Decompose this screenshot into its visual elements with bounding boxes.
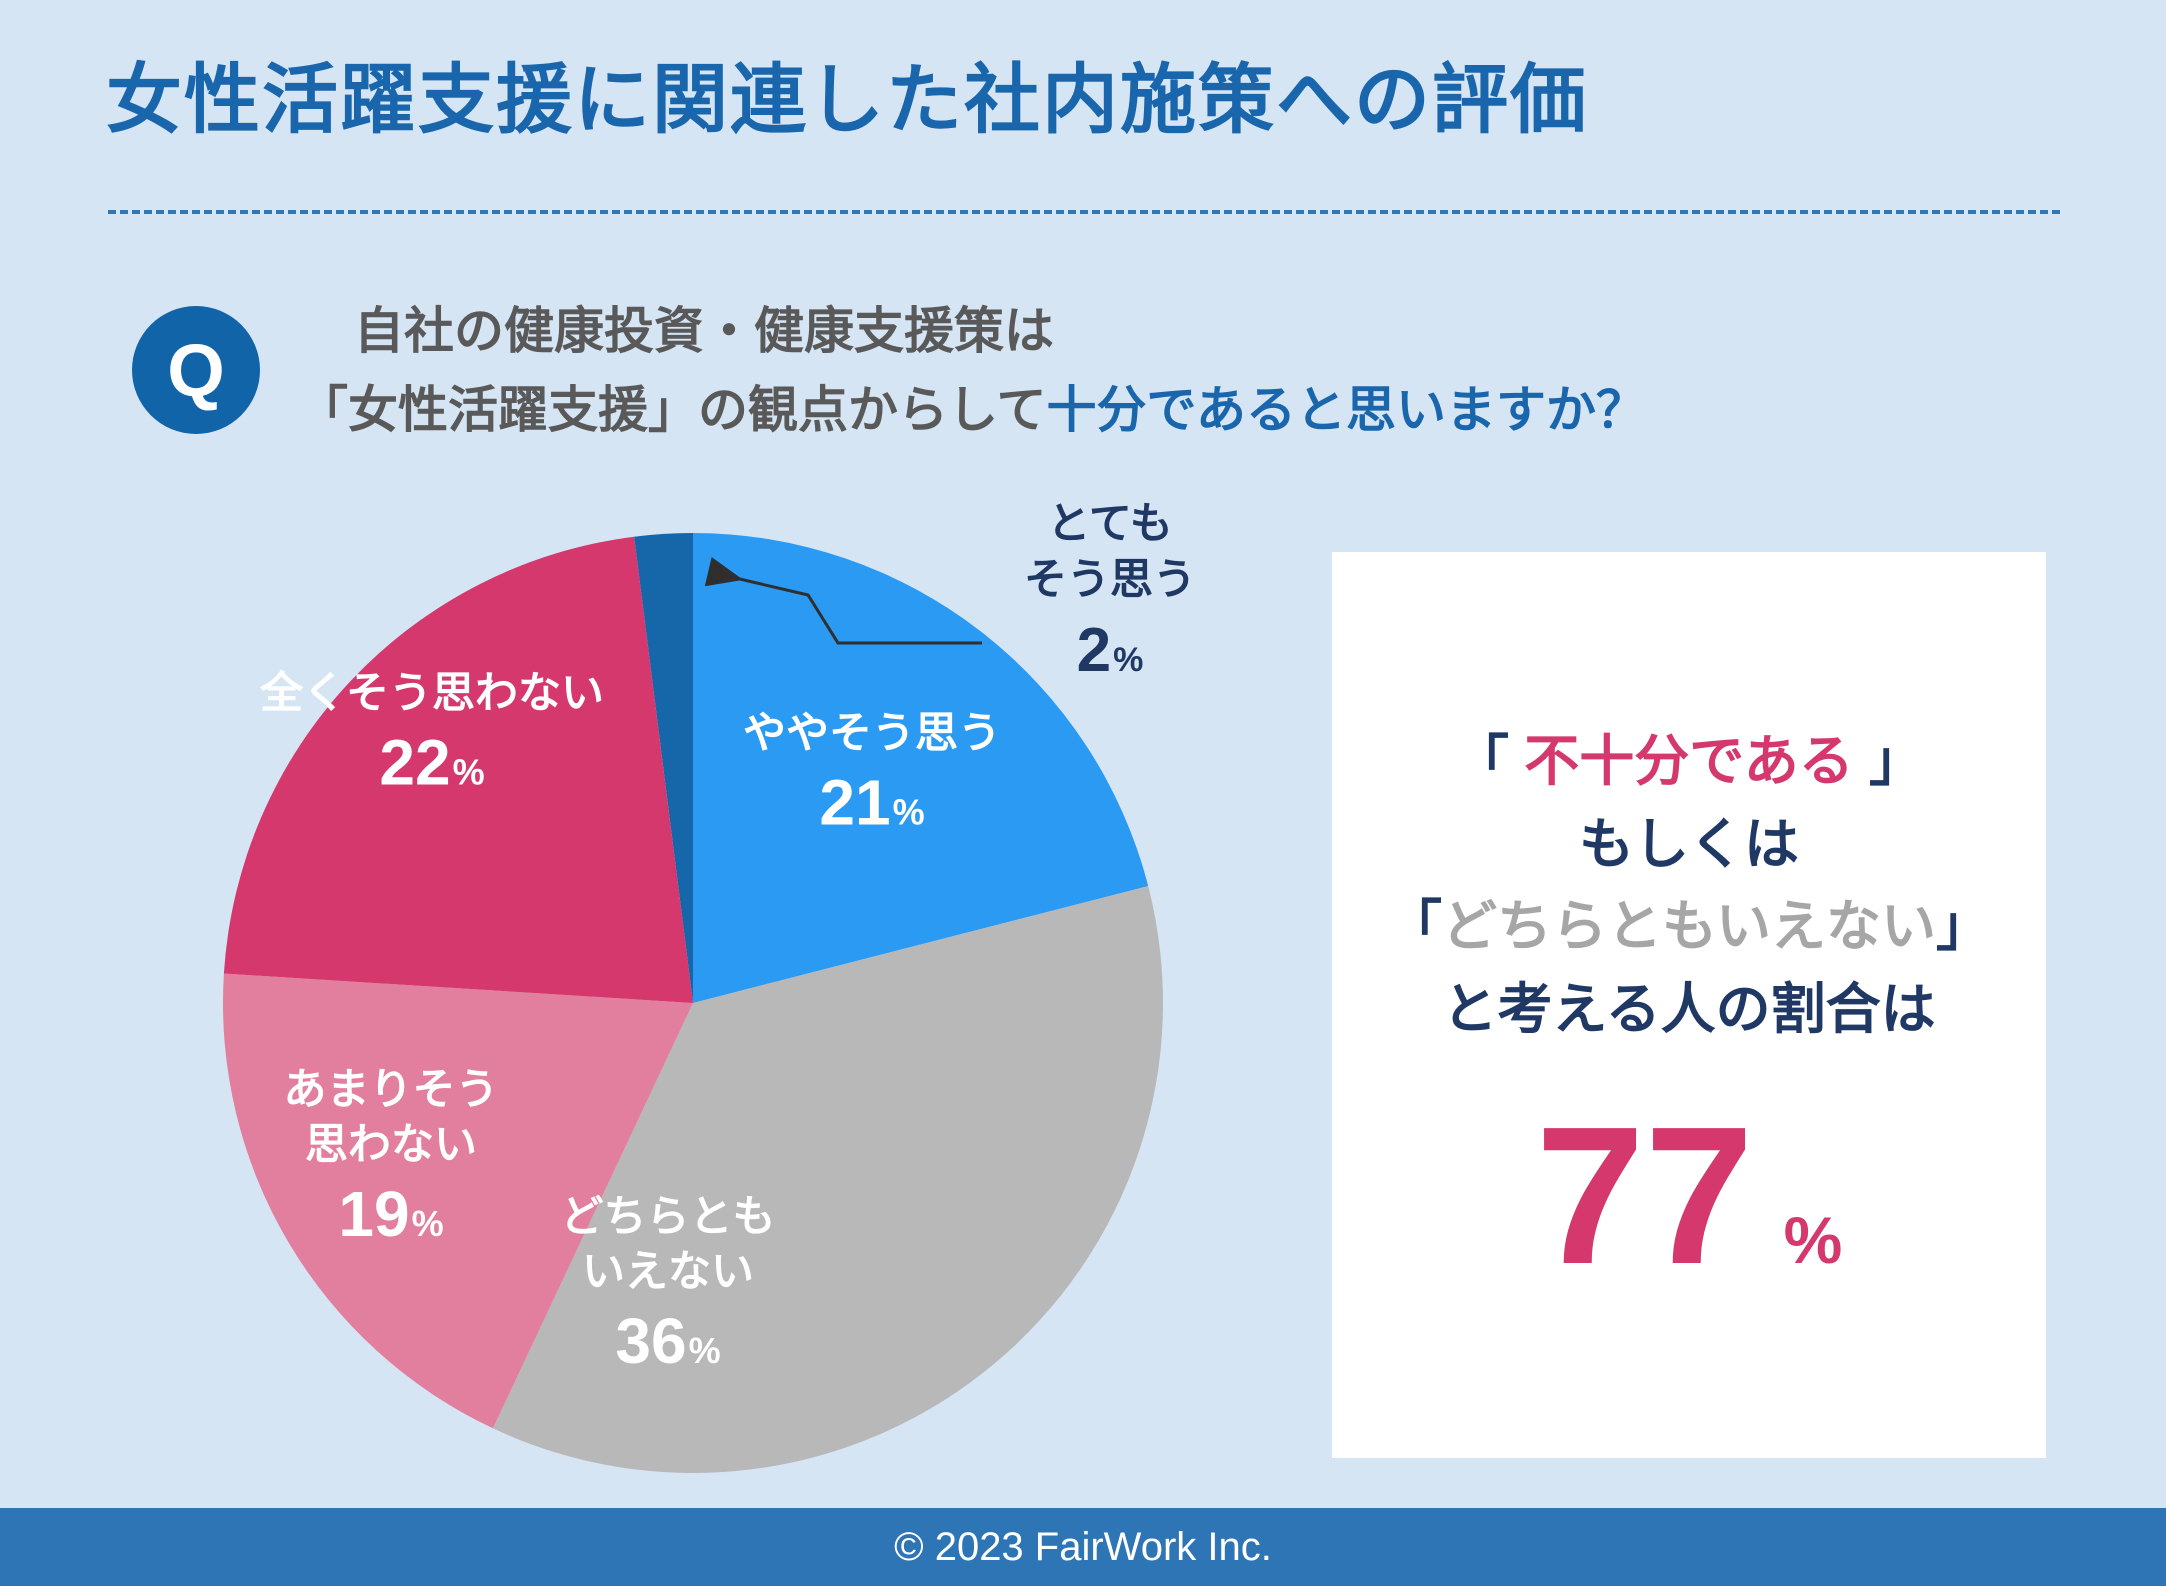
callout-value-number: 2 <box>1076 615 1112 685</box>
pie-slice-0 <box>634 533 693 1003</box>
big-percentage-number: 77 <box>1535 1086 1754 1305</box>
question-text: 自社の健康投資・健康支援策は 「女性活躍支援」の観点からして十分であると思います… <box>298 292 1646 450</box>
pie-chart: ややそう思う 21% どちらとも いえない 36% あまりそう 思わない 19% 全くそう思わな… <box>170 495 1250 1505</box>
question-line-2-prefix: 「女性活躍支援」の観点からして <box>298 382 1047 438</box>
pie-slice-1 <box>693 533 1149 1003</box>
footer-text: © 2023 FairWork Inc. <box>894 1524 1272 1569</box>
question-line-1: 自社の健康投資・健康支援策は <box>354 303 1054 359</box>
summary-line-1-highlight: 不十分である <box>1524 730 1854 792</box>
summary-line-3-open-bracket: 「 <box>1387 895 1443 957</box>
pie-slice-3 <box>222 973 694 1429</box>
pie-slice-4 <box>223 536 693 1003</box>
callout-leader-line <box>704 557 982 645</box>
summary-line-3-gray-text: どちらともいえない <box>1442 895 1936 957</box>
summary-line-1: 「 不十分である 」 <box>1332 720 2046 803</box>
callout-label-line1: とても <box>1047 500 1173 548</box>
page-title: 女性活躍支援に関連した社内施策への評価 <box>106 58 1588 143</box>
summary-card: 「 不十分である 」 もしくは 「どちらともいえない」 と考える人の割合は 77… <box>1332 552 2046 1458</box>
summary-line-1-open-bracket: 「 <box>1453 730 1525 792</box>
summary-line-2: もしくは <box>1578 812 1799 875</box>
question-line-2: 「女性活躍支援」の観点からして十分であると思いますか？ <box>298 371 1646 450</box>
question-line-2-highlight: 十分であると思いますか？ <box>1046 382 1647 438</box>
pie-chart-svg <box>222 533 1163 1474</box>
summary-card-content: 「 不十分である 」 もしくは 「どちらともいえない」 と考える人の割合は 77… <box>1332 552 2046 1294</box>
summary-line-3: 「どちらともいえない」 <box>1332 885 2046 968</box>
big-percentage-unit: % <box>1783 1203 1843 1277</box>
callout-value-unit: % <box>1113 640 1144 679</box>
callout-label: とても そう思う <box>970 497 1250 609</box>
summary-line-3-close-bracket: 」 <box>1935 895 1991 957</box>
summary-line-4: と考える人の割合は <box>1442 977 1936 1040</box>
pie-callout-totemo-souomou: とても そう思う 2% <box>970 497 1250 686</box>
summary-line-1-close-bracket: 」 <box>1853 730 1924 792</box>
pie-slice-2 <box>492 886 1163 1474</box>
big-percentage: 77% <box>1332 1098 2046 1294</box>
dashed-separator <box>108 210 2060 214</box>
question-icon: Q <box>132 306 260 434</box>
callout-label-line2: そう思う <box>1024 555 1196 604</box>
callout-value: 2% <box>970 615 1250 686</box>
footer-bar: © 2023 FairWork Inc. <box>0 1508 2166 1586</box>
question-icon-letter: Q <box>167 328 225 412</box>
